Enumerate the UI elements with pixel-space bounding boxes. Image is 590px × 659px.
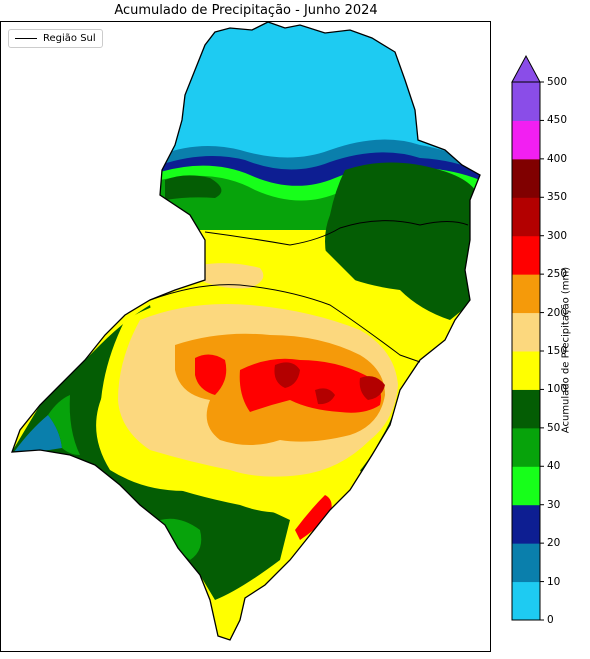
- zone-dark-green-pr: [165, 175, 222, 200]
- zone-dark-red-1: [274, 362, 300, 388]
- colorbar-tick-label: 450: [547, 114, 568, 127]
- zone-dark-red-3: [315, 388, 335, 405]
- map-legend: Região Sul: [8, 29, 103, 48]
- colorbar-tick-label: 150: [547, 345, 568, 357]
- zone-dark-green-sc: [325, 162, 480, 320]
- zone-red-coast: [295, 495, 332, 540]
- colorbar-tick-label: 10: [547, 575, 561, 588]
- colorbar-tick-label: 500: [547, 76, 568, 88]
- colorbar-tick-label: 250: [547, 268, 568, 281]
- colorbar-tick-label: 300: [547, 229, 568, 242]
- border-pr-sc: [204, 220, 469, 246]
- chart-title: Acumulado de Precipitação - Junho 2024: [114, 3, 378, 18]
- zone-light-orange-north: [200, 263, 264, 289]
- zone-green-south: [160, 518, 202, 560]
- colorbar-tick-label: 100: [547, 383, 568, 396]
- colorbar-tick-label: 20: [547, 537, 561, 550]
- legend-label: Região Sul: [43, 33, 96, 44]
- zone-dark-green-west: [12, 305, 290, 600]
- colorbar-tick-label: 350: [547, 191, 568, 204]
- colorbar-label: Acumulado de Precipitação (mm): [560, 266, 572, 434]
- zone-dark-red-2: [359, 376, 385, 400]
- colorbar-tick-label: 30: [547, 498, 561, 511]
- colorbar-tick-label: 0: [547, 614, 554, 626]
- colorbar-tick-label: 50: [547, 421, 561, 434]
- colorbar-tick-label: 200: [547, 306, 568, 319]
- legend-line-swatch: [15, 38, 37, 39]
- zone-red-west: [195, 354, 227, 395]
- colorbar-tick-label: 40: [547, 460, 561, 473]
- zone-green-southwest: [48, 395, 80, 455]
- border-sc-rs: [149, 284, 421, 363]
- colorbar-tick-label: 400: [547, 152, 568, 165]
- region-outline: [11, 21, 481, 641]
- zone-blue-southwest: [14, 415, 62, 452]
